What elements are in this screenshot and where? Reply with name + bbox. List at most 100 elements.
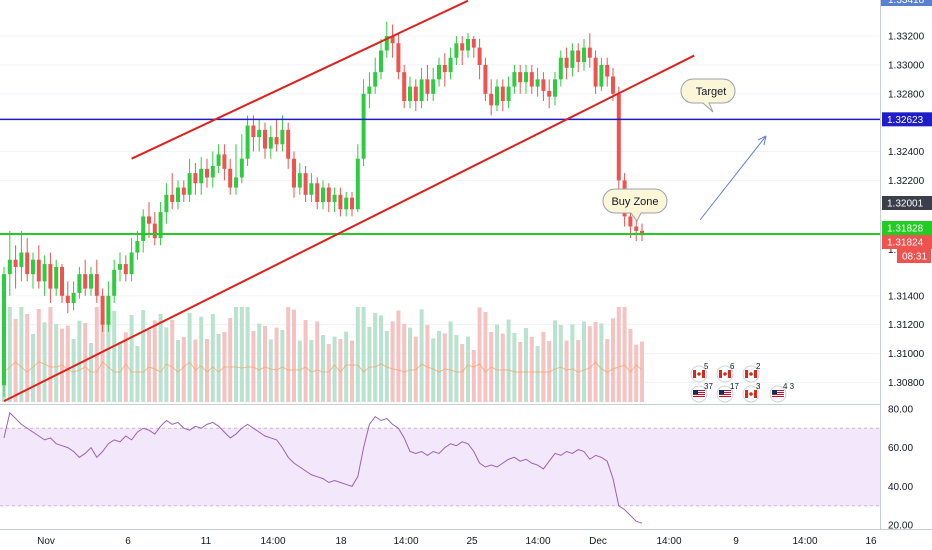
candle <box>326 183 331 213</box>
candle <box>599 57 604 91</box>
volume-bar <box>553 320 557 402</box>
candles <box>2 21 644 397</box>
volume-bar <box>100 316 105 402</box>
volume-bar <box>448 321 453 402</box>
volume-bar <box>181 337 186 402</box>
volume-bar <box>303 320 308 402</box>
channel-lower-line[interactable] <box>3 54 695 403</box>
target-callout[interactable]: Target <box>680 78 736 113</box>
volume-bar <box>274 327 279 402</box>
target-label: Target <box>696 86 727 98</box>
candle <box>402 64 407 109</box>
event-marker[interactable]: 6 <box>716 362 735 383</box>
volume-bar <box>176 340 180 402</box>
event-marker[interactable]: 5 <box>690 362 709 383</box>
channel-upper-line[interactable] <box>131 0 469 160</box>
candle <box>437 57 441 87</box>
candle <box>593 50 598 94</box>
volume-bar <box>36 309 41 402</box>
candle <box>274 119 279 152</box>
volume-bar <box>129 315 134 402</box>
candle <box>367 72 372 109</box>
candle <box>303 165 308 202</box>
volume-bar <box>65 325 70 402</box>
candle <box>616 86 621 195</box>
candle <box>483 57 488 101</box>
candle <box>506 76 511 109</box>
volume-bar <box>460 344 465 402</box>
volume-bar <box>367 327 372 402</box>
event-count: 2 <box>756 362 761 371</box>
volume-bar <box>170 320 175 402</box>
candle <box>471 36 476 58</box>
candle <box>466 33 470 58</box>
event-marker[interactable]: 4 3 <box>769 382 795 403</box>
candle <box>77 266 82 299</box>
volume-bar <box>350 340 354 402</box>
volume-bar <box>442 333 447 402</box>
time-axis[interactable]: Nov 6 11 14:00 18 14:00 25 14:00 Dec 14:00 9 14:00 1… <box>37 536 877 547</box>
projection-arrow[interactable] <box>699 135 767 221</box>
rsi-tick-label: 20.00 <box>888 521 913 532</box>
candle <box>512 64 517 94</box>
candle <box>297 163 302 195</box>
time-tick-label: 25 <box>466 536 478 547</box>
drawing-lines[interactable] <box>0 0 880 403</box>
volume-bar <box>158 314 163 402</box>
event-marker[interactable]: 3 <box>742 382 761 403</box>
time-tick-label: 14:00 <box>656 536 681 547</box>
volume-bar <box>210 314 215 402</box>
price-axis[interactable]: 1.33200 1.33000 1.32800 1.32400 1.32200 1.314… <box>881 0 932 389</box>
volume-bar <box>263 326 267 402</box>
rsi-axis[interactable]: 80.00 60.00 40.00 20.00 <box>888 404 913 531</box>
volume-bar <box>257 323 262 402</box>
volume-bar <box>471 350 476 402</box>
volume-bar <box>280 330 285 402</box>
event-marker[interactable]: 2 <box>742 362 761 383</box>
candle <box>106 281 111 332</box>
candle <box>48 252 53 303</box>
volume-bar <box>135 346 140 402</box>
time-tick-label: 9 <box>733 536 739 547</box>
event-marker[interactable]: 37 <box>690 382 713 403</box>
candle <box>13 245 18 289</box>
event-count: 6 <box>730 362 735 371</box>
volume-bar <box>512 333 517 402</box>
volume-bar <box>77 320 82 402</box>
time-tick-label: 14:00 <box>792 536 817 547</box>
candle <box>193 163 198 195</box>
candle <box>94 259 99 303</box>
volume-ma-line <box>3 361 643 373</box>
volume-bar <box>19 307 24 402</box>
candle <box>518 64 523 94</box>
price-tick-label: 1.31200 <box>888 320 925 331</box>
candle <box>216 144 221 174</box>
candle <box>181 180 186 202</box>
volume-bar <box>466 336 470 402</box>
candle <box>529 64 534 94</box>
volume-bar <box>7 307 12 402</box>
volume-bar <box>321 335 325 402</box>
economic-events[interactable]: 5 6 2 37 17 3 4 3 <box>690 362 795 403</box>
candle <box>640 223 644 241</box>
candle <box>558 50 563 87</box>
price-tick-label: 1.32200 <box>888 176 925 187</box>
price-tag <box>897 249 931 263</box>
event-count: 37 <box>704 382 713 391</box>
volume-bar <box>454 335 459 402</box>
event-count: 4 3 <box>783 382 795 391</box>
volume-bar <box>396 310 401 402</box>
event-count: 17 <box>730 382 739 391</box>
candle <box>547 79 552 109</box>
rsi-tick-label: 80.00 <box>888 404 913 415</box>
candle <box>576 43 581 73</box>
volume-bar <box>495 324 499 402</box>
candle <box>315 177 320 210</box>
price-tag <box>882 196 932 210</box>
event-marker[interactable]: 17 <box>716 382 739 403</box>
candle <box>147 202 151 239</box>
candle <box>268 125 273 159</box>
rsi-band <box>0 427 880 507</box>
buy-zone-callout[interactable]: Buy Zone <box>602 188 668 222</box>
